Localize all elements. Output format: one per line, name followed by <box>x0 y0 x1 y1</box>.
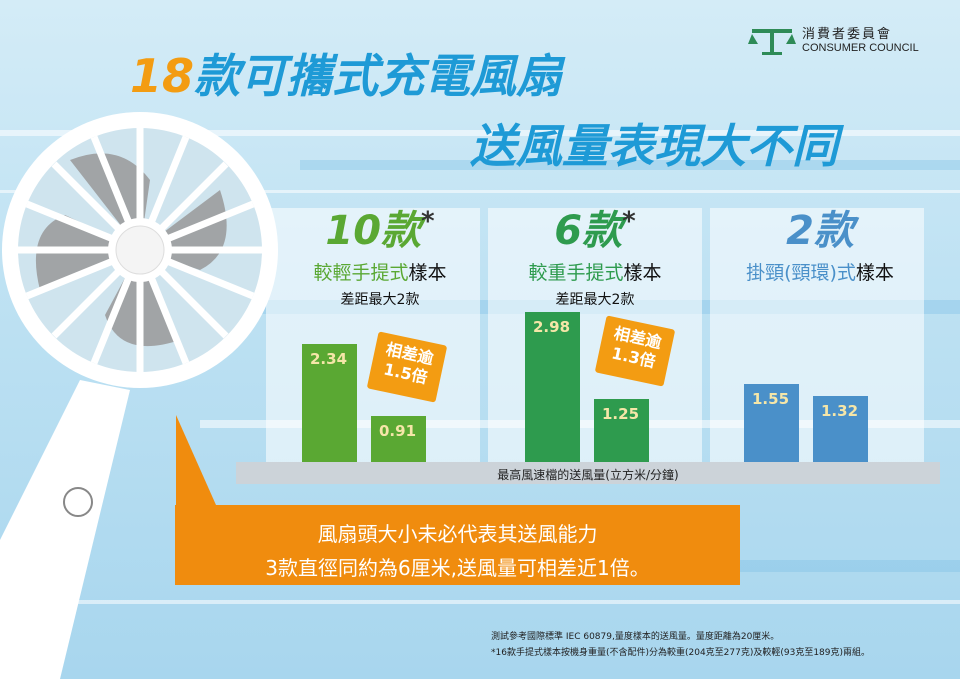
bar-value-g0-0: 2.34 <box>310 350 348 369</box>
callout-tail <box>176 415 216 505</box>
page-title-line1: 18款可攜式充電風扇 <box>130 40 562 106</box>
group-neck-count: 2款 <box>786 208 854 254</box>
title-rest: 款可攜式充電風扇 <box>194 49 563 103</box>
footnote-2: *16款手提式樣本按機身重量(不含配件)分為較重(204克至277克)及較輕(9… <box>491 648 871 658</box>
callout-box <box>175 505 740 585</box>
bar-g1-1 <box>594 399 649 462</box>
callout-line1: 風扇頭大小未必代表其送風能力 <box>317 522 598 546</box>
axis-bar <box>236 462 940 484</box>
consumer-council-logo: 消費者委員會 CONSUMER COUNCIL <box>748 26 919 56</box>
bar-g0-1 <box>371 416 426 462</box>
group-light-label: 較輕手提式樣本 <box>313 262 447 284</box>
callout-line2: 3款直徑同約為6厘米,送風量可相差近1倍。 <box>265 556 650 580</box>
group-heavy-count: 6款* <box>554 206 636 254</box>
scales-icon <box>748 29 796 55</box>
bar-value-g1-0: 2.98 <box>533 318 571 336</box>
bar-g0-0 <box>302 344 357 462</box>
group-heavy-label: 較重手提式樣本 <box>528 262 662 284</box>
bar-g2-0 <box>744 383 799 462</box>
group-heavy-diff: 差距最大2款 <box>555 292 635 308</box>
bar-value-g1-1: 1.25 <box>602 405 640 424</box>
bar-value-g0-1: 0.91 <box>379 422 417 441</box>
fan-illustration <box>0 112 278 679</box>
bar-g1-0 <box>525 312 580 462</box>
bar-value-g2-1: 1.32 <box>821 401 859 420</box>
axis-label: 最高風速檔的送風量(立方米/分鐘) <box>497 468 679 482</box>
footnote-1: 測試參考國際標準 IEC 60879,量度樣本的送風量。量度距離為20厘米。 <box>491 632 780 642</box>
logo-zh: 消費者委員會 <box>802 26 893 41</box>
title-number: 18 <box>130 49 195 103</box>
group-neck-label: 掛頸(頸環)式樣本 <box>746 262 894 284</box>
bar-g2-1 <box>813 395 868 462</box>
logo-en: CONSUMER COUNCIL <box>802 42 919 54</box>
bar-value-g2-0: 1.55 <box>752 389 790 408</box>
group-light-count: 10款* <box>325 206 435 254</box>
page-title-line2: 送風量表現大不同 <box>470 119 838 173</box>
group-light-diff: 差距最大2款 <box>340 292 420 308</box>
